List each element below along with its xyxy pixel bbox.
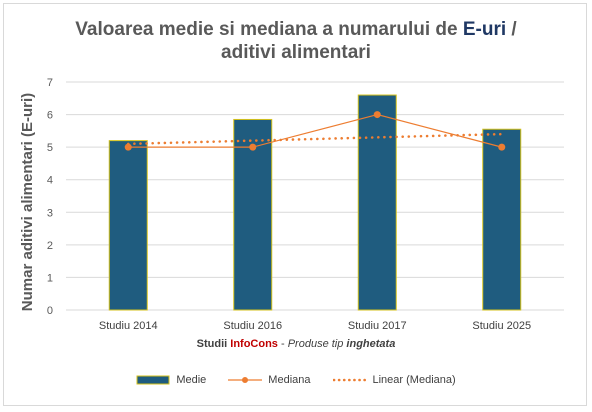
- trend-series: [126, 132, 504, 146]
- x-label-italic2: inghetata: [346, 338, 396, 350]
- x-label-sep: -: [277, 338, 288, 350]
- legend-trend-swatch: [332, 378, 367, 382]
- x-label-prefix: Studii: [196, 338, 231, 350]
- legend-line-swatch: [228, 377, 263, 383]
- y-tick-label: 2: [47, 240, 53, 252]
- median-point: [373, 111, 381, 119]
- median-point: [498, 143, 506, 151]
- x-tick-labels: Studiu 2014 Studiu 2016 Studiu 2017 Studiu …: [99, 320, 531, 332]
- median-series: [128, 113, 502, 148]
- x-tick-label: Studiu 2016: [223, 320, 282, 332]
- trendline: [126, 132, 504, 146]
- bars: [108, 94, 522, 311]
- legend-label-medie: Medie: [176, 374, 207, 386]
- y-tick-label: 5: [47, 142, 53, 154]
- y-tick-label: 7: [47, 77, 53, 89]
- bar-medie: [357, 94, 397, 311]
- y-tick-label: 6: [47, 110, 53, 122]
- y-tick-label: 3: [47, 207, 53, 219]
- legend-item-medie: Medie: [136, 374, 206, 386]
- chart-title: Valoarea medie si mediana a numarului de…: [0, 18, 592, 64]
- x-axis-label: Studii InfoCons - Produse tip inghetata: [0, 338, 592, 350]
- title-line2: aditivi alimentari: [221, 42, 371, 63]
- gridlines: [66, 81, 564, 311]
- y-tick-labels: 0 1 2 3 4 5 6 7: [47, 77, 53, 317]
- x-tick-label: Studiu 2025: [472, 320, 531, 332]
- x-label-italic1: Produse tip: [287, 338, 347, 350]
- title-part1: Valoarea medie si mediana a numarului de: [75, 19, 463, 40]
- bar-medie: [482, 128, 522, 311]
- median-point: [124, 143, 132, 151]
- y-tick-label: 4: [47, 175, 53, 187]
- median-line: [124, 111, 506, 151]
- title-part2: /: [506, 19, 517, 40]
- legend: Medie Mediana Linear (Mediana): [0, 372, 592, 388]
- bar-medie: [233, 118, 273, 311]
- x-label-brand: InfoCons: [230, 338, 278, 350]
- title-highlight: E-uri: [462, 19, 507, 40]
- legend-item-trend: Linear (Mediana): [332, 374, 456, 386]
- y-tick-label: 1: [47, 272, 53, 284]
- legend-item-mediana: Mediana: [228, 374, 311, 386]
- x-tick-label: Studiu 2014: [99, 320, 158, 332]
- legend-bar-swatch: [136, 375, 170, 385]
- y-tick-label: 0: [47, 305, 53, 317]
- x-tick-label: Studiu 2017: [348, 320, 407, 332]
- legend-label-mediana: Mediana: [268, 374, 311, 386]
- median-point: [249, 143, 257, 151]
- bar-medie: [108, 140, 148, 311]
- legend-label-trend: Linear (Mediana): [372, 374, 456, 386]
